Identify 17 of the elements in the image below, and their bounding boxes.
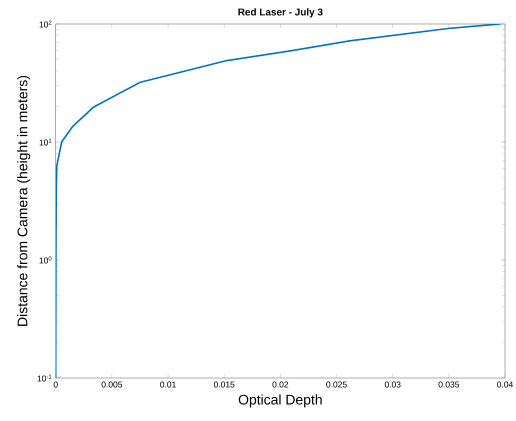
y-tick-label: 10$^{1}$ xyxy=(40,138,52,146)
line-series xyxy=(56,24,502,378)
x-tick-label: 0 xyxy=(54,382,58,388)
x-tick-label: 0.025 xyxy=(326,382,347,388)
x-tick-label: 0.02 xyxy=(272,382,288,388)
y-tick-label: 10$^{2}$ xyxy=(40,20,52,28)
y-axis-title: Distance from Camera (height in meters) xyxy=(17,76,30,326)
x-tick-label: 0.005 xyxy=(102,382,122,388)
x-axis-title: Optical Depth xyxy=(238,394,322,408)
x-tick-label: 0.03 xyxy=(384,382,401,388)
x-tick-label: 0.015 xyxy=(214,382,234,388)
x-tick-label: 0.035 xyxy=(438,382,460,388)
x-tick-label: 0.01 xyxy=(160,382,176,388)
y-tick-label: 10$^{-1}$ xyxy=(38,374,52,382)
y-tick-label: 10$^{0}$ xyxy=(40,256,52,264)
x-tick-label: 0.04 xyxy=(497,382,514,388)
chart-title: Red Laser - July 3 xyxy=(238,8,323,18)
